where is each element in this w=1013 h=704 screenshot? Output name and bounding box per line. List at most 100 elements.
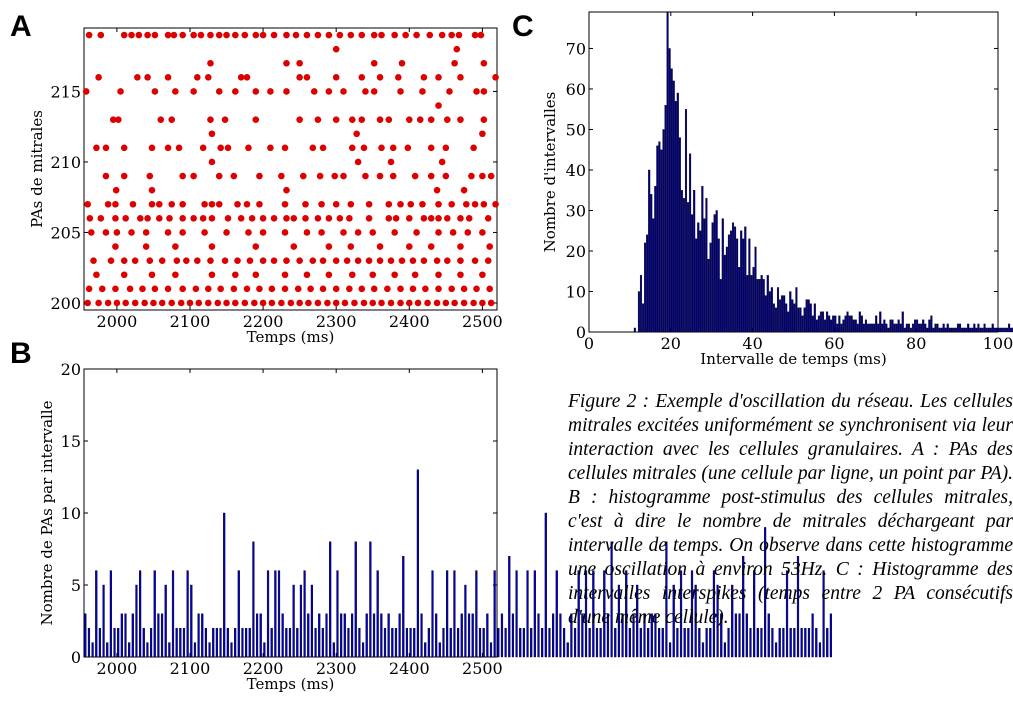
psth-bar: [274, 570, 277, 658]
spike-point: [158, 299, 166, 307]
spike-point: [464, 229, 472, 236]
spike-point: [129, 200, 137, 208]
spike-point: [385, 215, 393, 222]
isi-bar: [909, 327, 912, 333]
spike-point: [88, 229, 95, 236]
spike-point: [343, 257, 351, 264]
isi-y-tick-label: 70: [566, 39, 586, 58]
psth-bar: [358, 628, 361, 658]
spike-point: [351, 299, 358, 307]
isi-bar: [783, 295, 786, 333]
psth-bar: [266, 570, 270, 658]
psth-bar: [212, 628, 215, 658]
isi-bar: [832, 315, 835, 333]
spike-point: [309, 144, 317, 152]
psth-bar: [559, 613, 562, 658]
spike-point: [471, 31, 479, 39]
psth-bar: [526, 570, 529, 658]
psth-bar: [767, 613, 770, 658]
spike-point: [387, 257, 395, 264]
psth-bar: [793, 628, 796, 658]
spike-point: [460, 299, 468, 307]
psth-bar: [226, 628, 229, 658]
spike-point: [332, 285, 340, 293]
isi-bar: [873, 323, 876, 333]
psth-bar: [467, 613, 471, 658]
spike-point: [365, 215, 373, 222]
psth-bar: [102, 584, 105, 658]
isi-bar: [961, 327, 964, 333]
spike-point: [232, 271, 239, 279]
spike-point: [411, 271, 419, 279]
psth-bar: [241, 628, 244, 658]
spike-point: [362, 172, 369, 180]
raster-x-tick-label: 2000: [97, 312, 138, 331]
spike-point: [378, 144, 385, 152]
spike-point: [195, 299, 203, 307]
spike-point: [457, 257, 464, 264]
isi-bar: [936, 323, 939, 333]
spike-point: [354, 158, 362, 166]
spike-point: [252, 88, 260, 95]
isi-bar: [969, 327, 972, 333]
spike-point: [232, 299, 239, 307]
isi-bar: [897, 319, 900, 333]
spike-point: [340, 88, 347, 95]
isi-bar: [648, 169, 651, 333]
isi-bar: [954, 327, 957, 333]
spike-point: [281, 144, 289, 152]
spike-point: [479, 271, 486, 279]
spike-point: [347, 200, 355, 208]
psth-bar: [314, 628, 317, 658]
isi-bar: [836, 323, 839, 333]
isi-bar: [842, 319, 845, 333]
psth-bar: [731, 584, 734, 658]
psth-bar: [186, 570, 189, 658]
spike-point: [446, 88, 453, 95]
spike-point: [268, 285, 276, 293]
spike-point: [164, 74, 172, 81]
isi-y-tick-label: 0: [576, 323, 586, 342]
spike-point: [404, 144, 412, 152]
isi-bar: [658, 141, 661, 333]
isi-bar: [938, 327, 941, 333]
spike-point: [325, 88, 333, 95]
psth-bar: [690, 570, 694, 658]
spike-point: [175, 144, 183, 152]
spike-point: [122, 299, 129, 307]
psth-bar: [91, 642, 94, 658]
psth-bar: [124, 613, 127, 658]
psth-bar: [84, 613, 87, 658]
psth-bar: [237, 570, 240, 658]
isi-bar: [889, 319, 892, 333]
psth-bar: [815, 628, 818, 658]
psth-bar: [807, 628, 811, 658]
isi-bar: [977, 323, 980, 333]
spike-point: [433, 186, 441, 194]
spike-point: [443, 116, 451, 123]
psth-bar: [829, 613, 832, 658]
psth-bar: [683, 628, 686, 658]
spike-point: [402, 31, 409, 39]
spike-point: [112, 285, 119, 293]
spike-point: [389, 172, 397, 180]
raster-x-tick-label: 2500: [462, 312, 503, 331]
spike-point: [232, 31, 239, 39]
isi-bar: [918, 323, 921, 333]
isi-bar: [680, 190, 683, 333]
spike-point: [303, 271, 311, 279]
spike-point: [435, 285, 442, 293]
psth-bar: [672, 584, 675, 658]
isi-bar: [965, 327, 968, 333]
psth-bar: [595, 628, 599, 658]
isi-bar: [958, 323, 962, 333]
isi-bar: [656, 145, 659, 333]
spike-point: [283, 186, 290, 194]
isi-bar: [924, 323, 927, 333]
spike-point: [252, 31, 260, 39]
psth-bar: [581, 613, 584, 658]
psth-bar: [789, 628, 792, 658]
spike-point: [197, 31, 205, 39]
